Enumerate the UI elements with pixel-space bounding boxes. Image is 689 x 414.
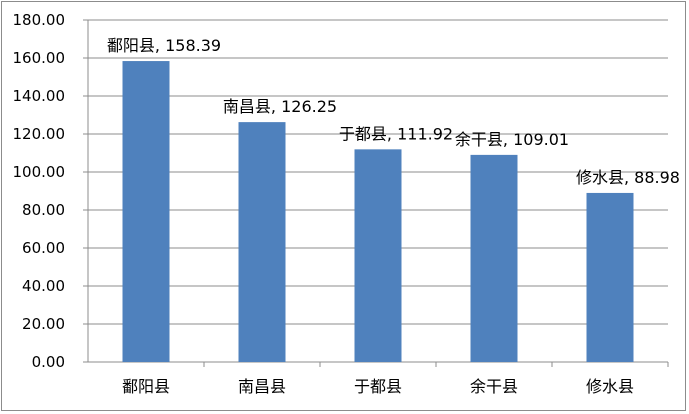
data-label: 鄱阳县, 158.39: [107, 36, 221, 55]
bar: [354, 149, 402, 362]
x-category-label: 余干县: [470, 377, 518, 396]
bar: [586, 192, 634, 362]
y-tick-label: 20.00: [22, 315, 65, 333]
x-category-label: 鄱阳县: [122, 377, 170, 396]
y-tick-label: 80.00: [22, 201, 65, 219]
y-tick-label: 60.00: [22, 239, 65, 257]
data-label: 余干县, 109.01: [455, 130, 569, 149]
y-tick-label: 140.00: [13, 87, 66, 105]
data-label: 修水县, 88.98: [576, 168, 680, 187]
data-label: 于都县, 111.92: [339, 124, 453, 143]
y-tick-label: 160.00: [13, 49, 66, 67]
y-tick-label: 120.00: [13, 125, 66, 143]
x-category-label: 南昌县: [238, 377, 286, 396]
y-tick-label: 100.00: [13, 163, 66, 181]
data-label: 南昌县, 126.25: [223, 97, 337, 116]
x-category-label: 修水县: [586, 377, 634, 396]
bar: [122, 61, 170, 363]
bar: [238, 122, 286, 362]
x-category-label: 于都县: [354, 377, 402, 396]
y-tick-label: 180.00: [13, 11, 66, 29]
y-tick-label: 0.00: [32, 353, 65, 371]
y-tick-label: 40.00: [22, 277, 65, 295]
bar: [470, 154, 518, 362]
